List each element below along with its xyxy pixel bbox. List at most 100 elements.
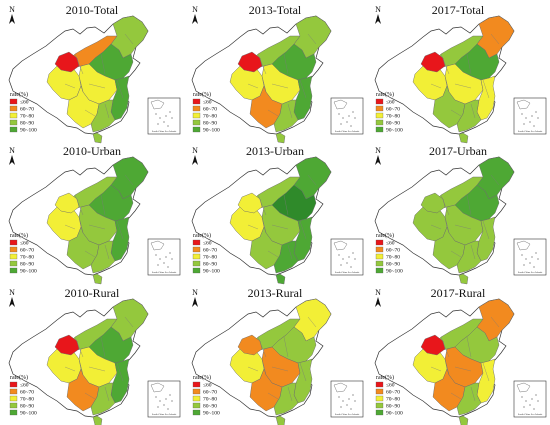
legend-swatch: [9, 267, 18, 274]
island-dot: [165, 398, 167, 400]
province-boundary: [64, 83, 76, 89]
inset-map: South China Sea Islands: [330, 238, 364, 276]
island-dot: [159, 400, 161, 402]
province-boundary: [482, 79, 490, 99]
legend-label: 80~90: [20, 121, 34, 127]
island-dot: [165, 256, 167, 258]
legend-swatch: [192, 395, 201, 402]
legend-swatch: [192, 409, 201, 416]
legend-swatch: [192, 105, 201, 112]
province-boundary: [490, 33, 500, 45]
region-q: [237, 192, 263, 214]
legend-swatch: [9, 381, 18, 388]
legend-swatch: [192, 126, 201, 133]
region-q: [54, 192, 80, 214]
island-dot: [163, 262, 165, 264]
island-dot: [171, 258, 173, 260]
province-boundary: [124, 316, 134, 328]
province-boundary: [116, 362, 124, 382]
north-label: N: [375, 288, 381, 297]
province-boundary: [267, 392, 279, 400]
panel-title: 2010-Rural: [65, 286, 120, 300]
province-boundary: [100, 194, 106, 216]
region-s: [456, 240, 482, 274]
island-dot: [531, 398, 533, 400]
island-dot: [531, 256, 533, 258]
legend-swatch: [192, 260, 201, 267]
island-dot: [163, 404, 165, 406]
legend-swatch: [192, 267, 201, 274]
inset-map: South China Sea Islands: [147, 238, 181, 276]
region-e: [110, 358, 130, 404]
province-boundary: [247, 83, 259, 89]
region-s: [456, 382, 482, 416]
legend-swatch: [9, 98, 18, 105]
legend-label: 60~70: [386, 248, 400, 254]
panel-title: 2010-Total: [66, 3, 119, 17]
legend-swatch: [375, 126, 384, 133]
province-boundary: [450, 392, 462, 400]
island-dot: [169, 394, 171, 396]
legend-title: rate(%): [10, 232, 28, 239]
legend-swatch: [375, 402, 384, 409]
legend-swatch: [9, 409, 18, 416]
province-boundary: [116, 220, 124, 240]
province-boundary: [271, 83, 289, 89]
island-dot: [167, 408, 169, 410]
inset-caption: South China Sea Islands: [152, 413, 176, 416]
legend-swatch: [375, 239, 384, 246]
region-e: [110, 75, 130, 121]
legend-swatch: [375, 98, 384, 105]
island-dot: [348, 115, 350, 117]
region-s: [273, 240, 299, 274]
province-boundary: [470, 244, 476, 260]
legend-label: ≤60: [386, 100, 395, 106]
island-dot: [535, 252, 537, 254]
island-dot: [165, 115, 167, 117]
region-e: [476, 75, 496, 121]
province-boundary: [287, 386, 293, 402]
province-boundary: [287, 103, 293, 119]
province-boundary: [430, 83, 442, 89]
north-arrow-icon: [375, 297, 381, 307]
inset-caption: South China Sea Islands: [518, 130, 542, 133]
legend-label: 80~90: [203, 262, 217, 268]
china-map: [8, 298, 149, 425]
legend-label: 70~80: [386, 397, 400, 403]
inset-coast: [150, 240, 165, 251]
island-dot: [352, 394, 354, 396]
island-dot: [340, 406, 342, 408]
inset-map: South China Sea Islands: [513, 97, 547, 135]
inset-frame: [513, 238, 547, 276]
legend-swatch: [9, 105, 18, 112]
legend-label: 70~80: [386, 114, 400, 120]
region-q: [54, 51, 80, 73]
region-q: [54, 334, 80, 356]
region-hainan: [275, 132, 286, 144]
island-dot: [525, 258, 527, 260]
province-boundary: [440, 194, 450, 216]
province-boundary: [88, 224, 106, 230]
region-s: [456, 99, 482, 133]
island-dot: [350, 266, 352, 268]
island-dot: [531, 115, 533, 117]
china-map: [191, 298, 332, 425]
province-boundary: [450, 250, 462, 258]
island-dot: [523, 123, 525, 125]
legend-swatch: [9, 126, 18, 133]
legend-label: ≤60: [20, 383, 29, 389]
legend-swatch: [192, 98, 201, 105]
island-dot: [537, 258, 539, 260]
region-s: [90, 240, 116, 274]
province-boundary: [74, 194, 84, 216]
legend-label: 70~80: [203, 397, 217, 403]
province-boundary: [287, 244, 293, 260]
legend-title: rate(%): [376, 232, 394, 239]
province-boundary: [124, 33, 134, 45]
province-boundary: [454, 83, 472, 89]
